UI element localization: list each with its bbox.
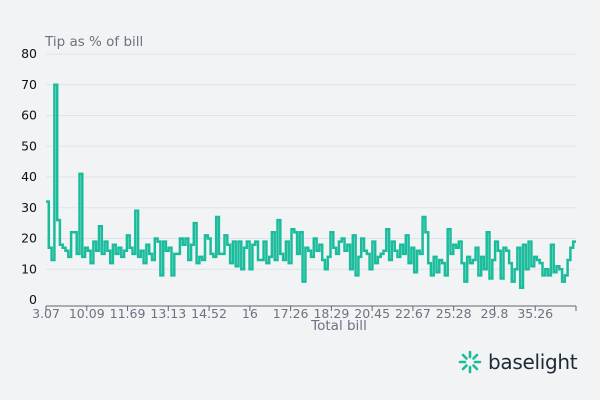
- x-axis-label: Total bill: [310, 318, 367, 334]
- x-tick-label: 10.09: [69, 306, 105, 321]
- baselight-logo: baselight: [458, 350, 578, 374]
- y-tick-label: 80: [21, 46, 37, 61]
- x-tick-label: 14.52: [191, 306, 227, 321]
- x-tick-label: 35.26: [517, 306, 553, 321]
- y-tick-label: 70: [21, 77, 37, 92]
- x-tick-label: 20.45: [354, 306, 390, 321]
- x-tick-label: 22.67: [395, 306, 431, 321]
- y-tick-label: 40: [21, 169, 37, 184]
- y-tick-label: 10: [21, 261, 37, 276]
- y-tick-label: 30: [21, 200, 37, 215]
- y-tick-label: 50: [21, 138, 37, 153]
- series-line-tip-percent: [46, 83, 576, 289]
- y-tick-label: 60: [21, 108, 37, 123]
- baselight-logo-text: baselight: [488, 350, 578, 374]
- x-tick-label: 29.8: [481, 306, 509, 321]
- x-tick-label: 13.13: [150, 306, 186, 321]
- x-tick-label: 16: [242, 306, 258, 321]
- x-tick-label: 3.07: [32, 306, 60, 321]
- chart-title: Tip as % of bill: [45, 34, 144, 50]
- x-tick-label: 18.29: [313, 306, 349, 321]
- x-tick-label: 17.26: [273, 306, 309, 321]
- x-tick-label: 11.69: [110, 306, 146, 321]
- y-tick-label: 0: [29, 292, 37, 307]
- x-tick-label: 25.28: [436, 306, 472, 321]
- y-tick-label: 20: [21, 231, 37, 246]
- baselight-logo-icon: [458, 350, 482, 374]
